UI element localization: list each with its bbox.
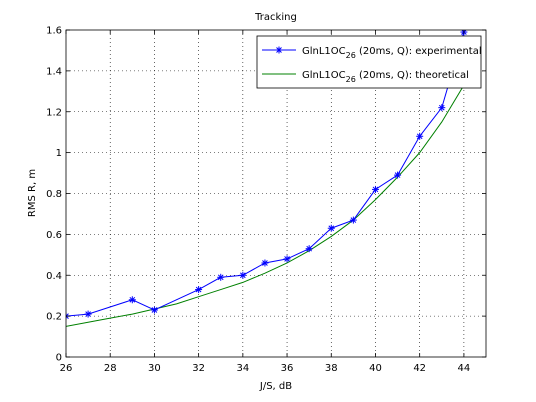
x-tick-label: 44 bbox=[458, 363, 471, 374]
x-tick-label: 38 bbox=[325, 363, 338, 374]
x-tick-label: 36 bbox=[281, 363, 294, 374]
legend-name: GlnL1OC bbox=[302, 46, 346, 57]
y-axis-label: RMS R, m bbox=[27, 169, 38, 217]
y-tick-label: 0.6 bbox=[46, 230, 62, 241]
marker-stroke bbox=[217, 274, 224, 281]
x-tick-label: 40 bbox=[369, 363, 382, 374]
marker-stroke bbox=[416, 133, 423, 140]
legend-label-1: GlnL1OC26 (20ms, Q): theoretical bbox=[302, 70, 469, 84]
data-point bbox=[349, 216, 357, 224]
data-point bbox=[128, 296, 136, 304]
marker-stroke bbox=[85, 311, 91, 317]
data-point bbox=[371, 185, 379, 193]
legend-suffix: (20ms, Q): theoretical bbox=[356, 70, 469, 81]
tick-marks bbox=[65, 29, 486, 358]
marker-stroke bbox=[262, 260, 268, 266]
legend-name: GlnL1OC bbox=[302, 70, 346, 81]
y-tick-label: 0.2 bbox=[46, 312, 62, 323]
marker-stroke bbox=[129, 296, 136, 303]
data-point bbox=[394, 171, 402, 179]
legend-box bbox=[256, 35, 482, 89]
grid bbox=[66, 30, 486, 357]
y-tick-label: 1.6 bbox=[46, 26, 62, 37]
data-point bbox=[327, 224, 335, 232]
chart-title: Tracking bbox=[254, 12, 297, 23]
data-point bbox=[438, 104, 446, 112]
y-tick-label: 1.2 bbox=[46, 107, 62, 118]
marker-stroke bbox=[240, 272, 246, 279]
x-axis-label: J/S, dB bbox=[259, 381, 292, 392]
marker-stroke bbox=[151, 307, 158, 313]
data-point bbox=[305, 245, 313, 253]
y-tick-label: 0.4 bbox=[46, 271, 62, 282]
x-tick-label: 26 bbox=[60, 363, 73, 374]
legend-suffix: (20ms, Q): experimental bbox=[356, 46, 482, 57]
data-point bbox=[217, 273, 225, 281]
data-point bbox=[416, 132, 424, 140]
marker-stroke bbox=[438, 104, 445, 111]
y-tick-labels: 0 0.2 0.4 0.6 0.8 1 1.2 1.4 1.6 bbox=[46, 26, 62, 364]
y-tick-label: 0.8 bbox=[46, 189, 62, 200]
marker-stroke bbox=[195, 286, 202, 293]
x-tick-label: 34 bbox=[236, 363, 249, 374]
legend: GlnL1OC26 (20ms, Q): experimentalGlnL1OC… bbox=[256, 35, 482, 89]
x-tick-label: 30 bbox=[148, 363, 161, 374]
data-point bbox=[84, 310, 92, 318]
legend-subscript: 26 bbox=[346, 75, 356, 84]
x-tick-labels: 26 28 30 32 34 36 38 40 42 44 bbox=[60, 363, 471, 374]
marker-stroke bbox=[306, 245, 312, 252]
marker-stroke bbox=[276, 47, 282, 53]
series-line bbox=[66, 70, 471, 327]
marker-stroke bbox=[284, 256, 290, 262]
data-point bbox=[195, 286, 203, 294]
legend-marker-0 bbox=[275, 46, 283, 54]
x-tick-label: 42 bbox=[413, 363, 426, 374]
marker-stroke bbox=[372, 186, 379, 193]
x-tick-label: 28 bbox=[104, 363, 117, 374]
y-tick-label: 1 bbox=[56, 148, 62, 159]
legend-label-0: GlnL1OC26 (20ms, Q): experimental bbox=[302, 46, 482, 60]
marker-stroke bbox=[394, 172, 401, 178]
data-point bbox=[283, 255, 291, 263]
y-tick-label: 0 bbox=[56, 353, 62, 364]
marker-stroke bbox=[350, 217, 357, 223]
data-point bbox=[239, 271, 247, 279]
data-point bbox=[261, 259, 269, 267]
marker-stroke bbox=[328, 225, 335, 232]
y-tick-label: 1.4 bbox=[46, 66, 62, 77]
series-theoretical bbox=[66, 70, 471, 327]
data-point bbox=[150, 306, 158, 314]
x-tick-label: 32 bbox=[192, 363, 205, 374]
legend-subscript: 26 bbox=[346, 51, 356, 60]
